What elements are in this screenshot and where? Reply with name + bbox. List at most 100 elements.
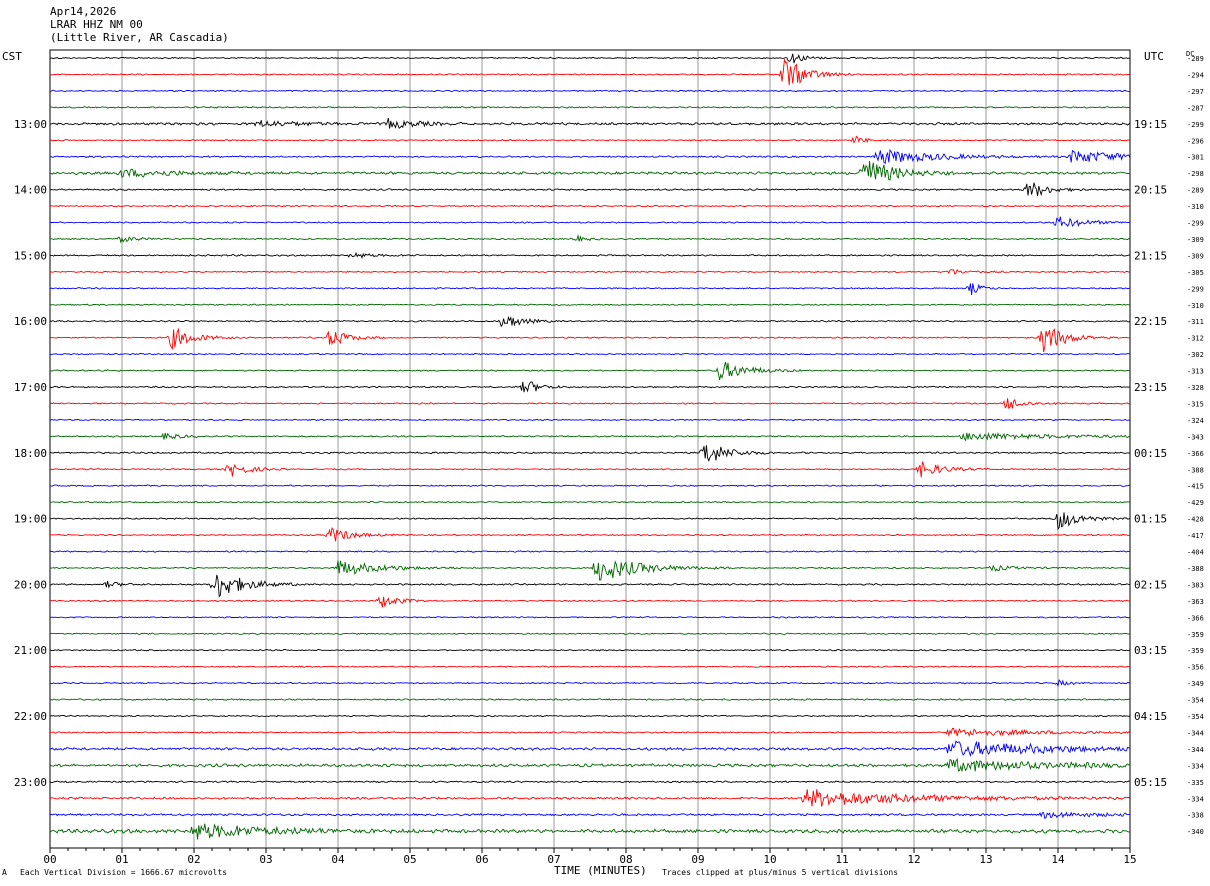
seismic-trace bbox=[49, 381, 1131, 393]
x-tick-label: 04 bbox=[331, 853, 345, 866]
seismic-trace bbox=[50, 616, 1131, 619]
seismic-trace bbox=[49, 526, 1131, 542]
dc-offset-label: -349 bbox=[1187, 680, 1204, 688]
seismic-trace bbox=[49, 58, 1131, 86]
x-tick-label: 12 bbox=[907, 853, 920, 866]
seismic-trace bbox=[49, 361, 1131, 381]
dc-offset-label: -299 bbox=[1187, 285, 1204, 293]
helicorder-header: Apr14,2026 LRAR HHZ NM 00 (Little River,… bbox=[50, 5, 229, 44]
seismic-trace bbox=[50, 160, 1131, 181]
dc-offset-label: -315 bbox=[1187, 400, 1204, 408]
seismic-trace bbox=[49, 445, 1131, 462]
dc-offset-label: -324 bbox=[1187, 417, 1204, 425]
seismic-trace bbox=[49, 823, 1131, 840]
seismic-trace bbox=[49, 303, 1131, 306]
seismic-trace bbox=[49, 431, 1131, 442]
dc-offset-label: -366 bbox=[1187, 450, 1204, 458]
date-label: Apr14,2026 bbox=[50, 5, 117, 18]
right-hour-label: 05:15 bbox=[1134, 776, 1167, 789]
left-timezone-label: CST bbox=[2, 50, 22, 63]
left-hour-label: 14:00 bbox=[14, 184, 47, 197]
x-tick-label: 10 bbox=[763, 853, 776, 866]
station-label: LRAR HHZ NM 00 bbox=[50, 18, 143, 31]
seismic-trace bbox=[49, 679, 1131, 688]
seismic-trace bbox=[49, 182, 1131, 197]
dc-offset-label: -299 bbox=[1187, 220, 1204, 228]
dc-offset-label: -383 bbox=[1187, 581, 1204, 589]
dc-offset-label: -305 bbox=[1187, 269, 1204, 277]
dc-offset-label: -356 bbox=[1187, 664, 1204, 672]
seismic-trace bbox=[49, 53, 1131, 64]
seismic-trace bbox=[49, 811, 1131, 819]
seismic-trace bbox=[49, 269, 1131, 275]
x-tick-label: 09 bbox=[691, 853, 704, 866]
dc-offset-label: -297 bbox=[1187, 88, 1204, 96]
dc-offset-label: -328 bbox=[1187, 384, 1204, 392]
dc-offset-label: -404 bbox=[1187, 549, 1204, 557]
dc-offset-label: -299 bbox=[1187, 121, 1204, 129]
seismic-trace bbox=[49, 106, 1131, 109]
left-hour-label: 18:00 bbox=[14, 447, 47, 460]
x-tick-label: 15 bbox=[1123, 853, 1136, 866]
x-tick-label: 00 bbox=[43, 853, 56, 866]
left-hour-label: 13:00 bbox=[14, 118, 47, 131]
dc-offset-label: -344 bbox=[1187, 729, 1204, 737]
dc-offset-label: -313 bbox=[1187, 368, 1204, 376]
dc-offset-label: -417 bbox=[1187, 532, 1204, 540]
dc-offset-label: -428 bbox=[1187, 516, 1204, 524]
right-hour-label: 00:15 bbox=[1134, 447, 1167, 460]
seismic-trace bbox=[49, 512, 1131, 531]
right-hour-label: 04:15 bbox=[1134, 710, 1167, 723]
dc-offset-label: -294 bbox=[1187, 71, 1204, 79]
right-hour-label: 22:15 bbox=[1134, 315, 1167, 328]
x-tick-label: 14 bbox=[1051, 853, 1065, 866]
left-hour-label: 21:00 bbox=[14, 644, 47, 657]
x-tick-label: 08 bbox=[619, 853, 632, 866]
dc-offset-label: -366 bbox=[1187, 614, 1204, 622]
x-axis-title: TIME (MINUTES) bbox=[554, 864, 647, 877]
seismic-trace bbox=[49, 149, 1131, 164]
dc-offset-label: -310 bbox=[1187, 203, 1204, 211]
dc-offset-label: -343 bbox=[1187, 433, 1204, 441]
seismic-trace bbox=[49, 757, 1131, 772]
seismic-trace bbox=[49, 327, 1131, 353]
seismic-trace bbox=[49, 234, 1131, 244]
seismic-trace bbox=[49, 352, 1131, 356]
dc-header-label: DC bbox=[1186, 50, 1195, 58]
right-hour-label: 01:15 bbox=[1134, 513, 1167, 526]
seismic-trace bbox=[49, 789, 1131, 807]
dc-offset-label: -359 bbox=[1187, 647, 1204, 655]
dc-offset-label: -335 bbox=[1187, 779, 1204, 787]
right-hour-label: 19:15 bbox=[1134, 118, 1167, 131]
right-hour-label: 21:15 bbox=[1134, 249, 1167, 262]
seismic-trace bbox=[49, 632, 1131, 635]
scale-note: Each Vertical Division = 1666.67 microvo… bbox=[20, 868, 228, 877]
seismic-trace bbox=[49, 560, 1130, 581]
right-hour-label: 02:15 bbox=[1134, 578, 1167, 591]
dc-offset-label: -310 bbox=[1187, 302, 1204, 310]
seismic-trace bbox=[49, 550, 1131, 553]
clip-note: Traces clipped at plus/minus 5 vertical … bbox=[662, 868, 899, 877]
seismic-trace bbox=[49, 665, 1131, 668]
seismic-trace bbox=[49, 251, 1131, 260]
seismic-trace bbox=[49, 698, 1131, 701]
seismic-trace bbox=[49, 135, 1131, 144]
dc-offset-label: -429 bbox=[1187, 499, 1204, 507]
left-hour-label: 23:00 bbox=[14, 776, 47, 789]
dc-offset-label: -289 bbox=[1187, 55, 1204, 63]
x-tick-label: 03 bbox=[259, 853, 272, 866]
right-hour-label: 03:15 bbox=[1134, 644, 1167, 657]
seismic-trace bbox=[49, 648, 1131, 652]
dc-offset-label: -354 bbox=[1187, 697, 1204, 705]
seismic-trace bbox=[49, 714, 1131, 718]
left-hour-label: 15:00 bbox=[14, 249, 47, 262]
dc-offset-label: -363 bbox=[1187, 598, 1204, 606]
dc-offset-label: -309 bbox=[1187, 236, 1204, 244]
dc-offset-label: -344 bbox=[1187, 746, 1204, 754]
x-tick-label: 02 bbox=[187, 853, 200, 866]
dc-offset-label: -296 bbox=[1187, 137, 1204, 145]
dc-offset-label: -312 bbox=[1187, 335, 1204, 343]
seismic-trace bbox=[49, 89, 1131, 93]
left-hour-label: 22:00 bbox=[14, 710, 47, 723]
dc-offset-label: -388 bbox=[1187, 466, 1204, 474]
